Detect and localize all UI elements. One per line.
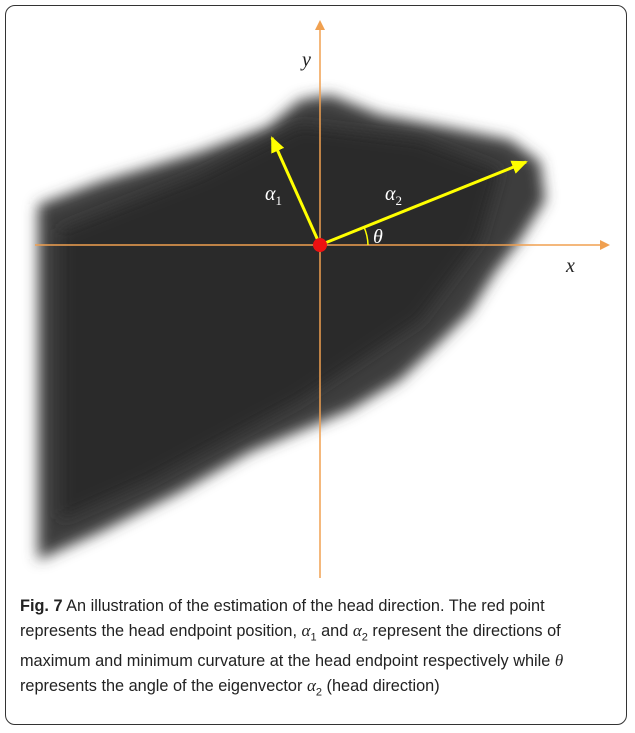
alpha1-subscript: 1 [276, 193, 283, 208]
caption-subscript: 2 [362, 631, 368, 643]
caption-symbol: α [307, 676, 316, 695]
caption-symbol: θ [555, 651, 563, 670]
caption-label: Fig. 7 [20, 597, 63, 615]
caption-text: (head direction) [327, 677, 440, 695]
caption-text: and [321, 622, 348, 640]
alpha1-symbol: α [265, 183, 276, 205]
x-label: x [565, 255, 575, 277]
caption-subscript: 1 [310, 631, 316, 643]
alpha2-subscript: 2 [396, 193, 403, 208]
head-endpoint [313, 238, 327, 252]
caption-subscript: 2 [316, 686, 322, 698]
y-label: y [300, 49, 311, 71]
figure: y x α1 α2 θ [0, 0, 635, 590]
theta-label: θ [373, 226, 383, 248]
caption-symbol: α [353, 621, 362, 640]
page: y x α1 α2 θ Fig. 7 An illustration of th… [0, 0, 635, 733]
alpha2-symbol: α [385, 183, 396, 205]
caption: Fig. 7 An illustration of the estimation… [20, 594, 620, 705]
caption-text: represents the angle of the eigenvector [20, 677, 302, 695]
